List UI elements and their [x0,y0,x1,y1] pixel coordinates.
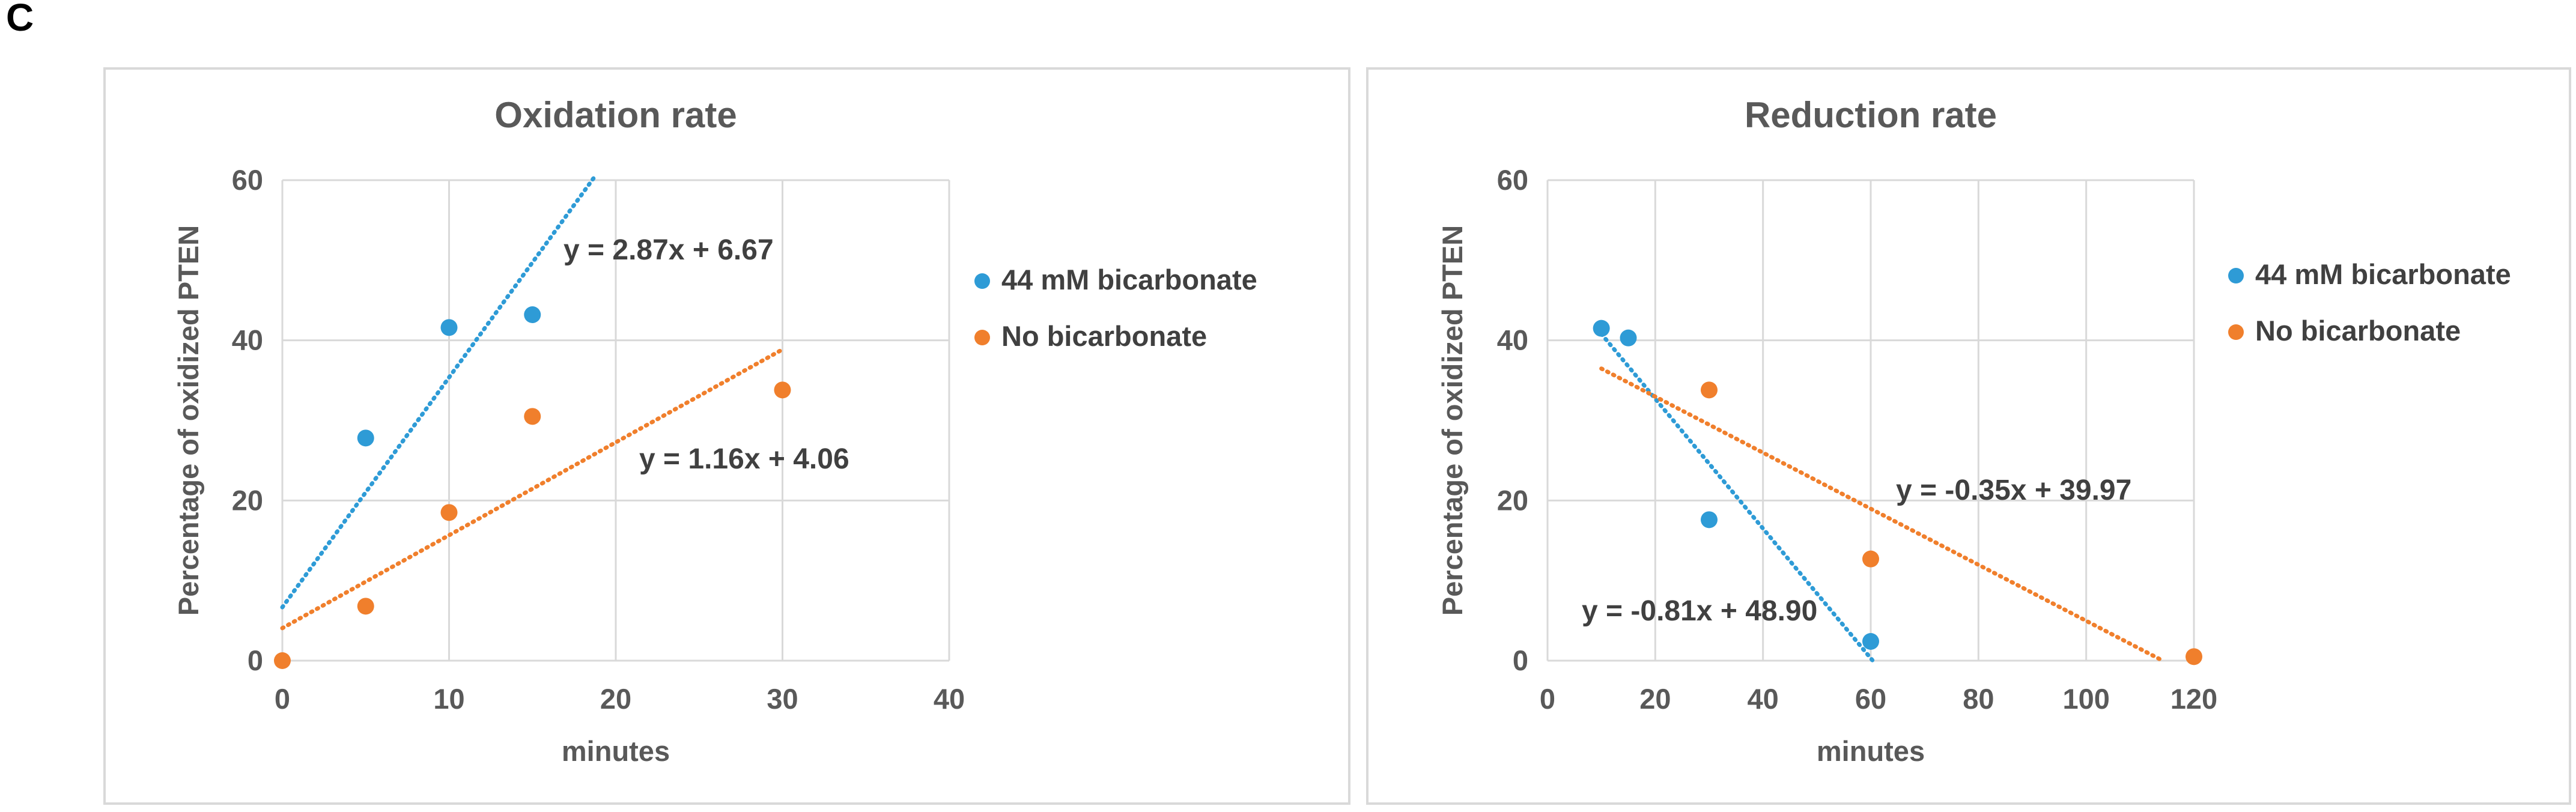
data-point-series-2 [274,652,291,669]
y-axis-label: Percentage of oxidized PTEN [172,225,204,616]
x-tick-label: 30 [767,683,798,715]
trendline-1 [280,173,598,610]
y-tick-label: 20 [232,484,263,516]
data-point-series-2 [1862,550,1879,568]
legend-label: No bicarbonate [2255,315,2461,347]
panel-letter: C [6,0,34,39]
y-tick-label: 40 [1497,324,1528,356]
data-point-series-1 [1593,320,1610,337]
x-tick-label: 20 [1639,683,1671,715]
y-tick-label: 60 [232,164,263,196]
legend-marker [2228,324,2244,340]
legend-marker [974,273,990,289]
trendline-equation: y = -0.81x + 48.90 [1582,595,1817,627]
y-tick-label: 0 [1513,644,1528,676]
data-point-series-1 [440,319,458,336]
x-tick-label: 100 [2062,683,2109,715]
x-tick-label: 60 [1855,683,1886,715]
x-tick-label: 80 [1963,683,1994,715]
data-point-series-1 [1862,633,1879,650]
reduction-chart-frame [1366,67,2571,805]
legend-marker [974,330,990,345]
trendline-2 [280,347,785,631]
chart-title: Oxidation rate [494,95,737,135]
y-axis-label: Percentage of oxidized PTEN [1436,225,1468,616]
data-point-series-2 [524,408,541,425]
data-point-series-1 [1620,329,1637,347]
legend-label: 44 mM bicarbonate [2255,258,2511,290]
legend-marker [2228,268,2244,283]
x-tick-label: 10 [433,683,464,715]
data-point-series-2 [1701,381,1718,399]
x-axis-label: minutes [562,735,670,767]
data-point-series-2 [357,598,374,615]
y-tick-label: 20 [1497,484,1528,516]
legend-label: No bicarbonate [1001,320,1207,352]
chart-title: Reduction rate [1745,95,1997,135]
data-point-series-2 [774,381,791,399]
trendline-equation: y = 1.16x + 4.06 [639,443,849,475]
data-point-series-2 [2186,648,2202,665]
x-tick-label: 0 [275,683,290,715]
y-tick-label: 40 [232,324,263,356]
x-tick-label: 40 [1748,683,1779,715]
oxidation-chart-frame [103,67,1350,805]
data-point-series-1 [1701,511,1718,529]
y-tick-label: 0 [248,644,263,676]
trendline-equation: y = 2.87x + 6.67 [564,234,774,266]
trendline-2 [1599,366,2165,663]
y-tick-label: 60 [1497,164,1528,196]
x-tick-label: 0 [1540,683,1555,715]
x-tick-label: 20 [600,683,631,715]
trendline-equation: y = -0.35x + 39.97 [1896,474,2131,506]
legend-label: 44 mM bicarbonate [1001,264,1257,295]
x-tick-label: 40 [934,683,965,715]
data-point-series-1 [524,306,541,323]
trendline-1 [1599,332,1876,663]
x-axis-label: minutes [1817,735,1925,767]
data-point-series-1 [357,429,374,447]
x-tick-label: 120 [2170,683,2217,715]
data-point-series-2 [440,504,458,521]
